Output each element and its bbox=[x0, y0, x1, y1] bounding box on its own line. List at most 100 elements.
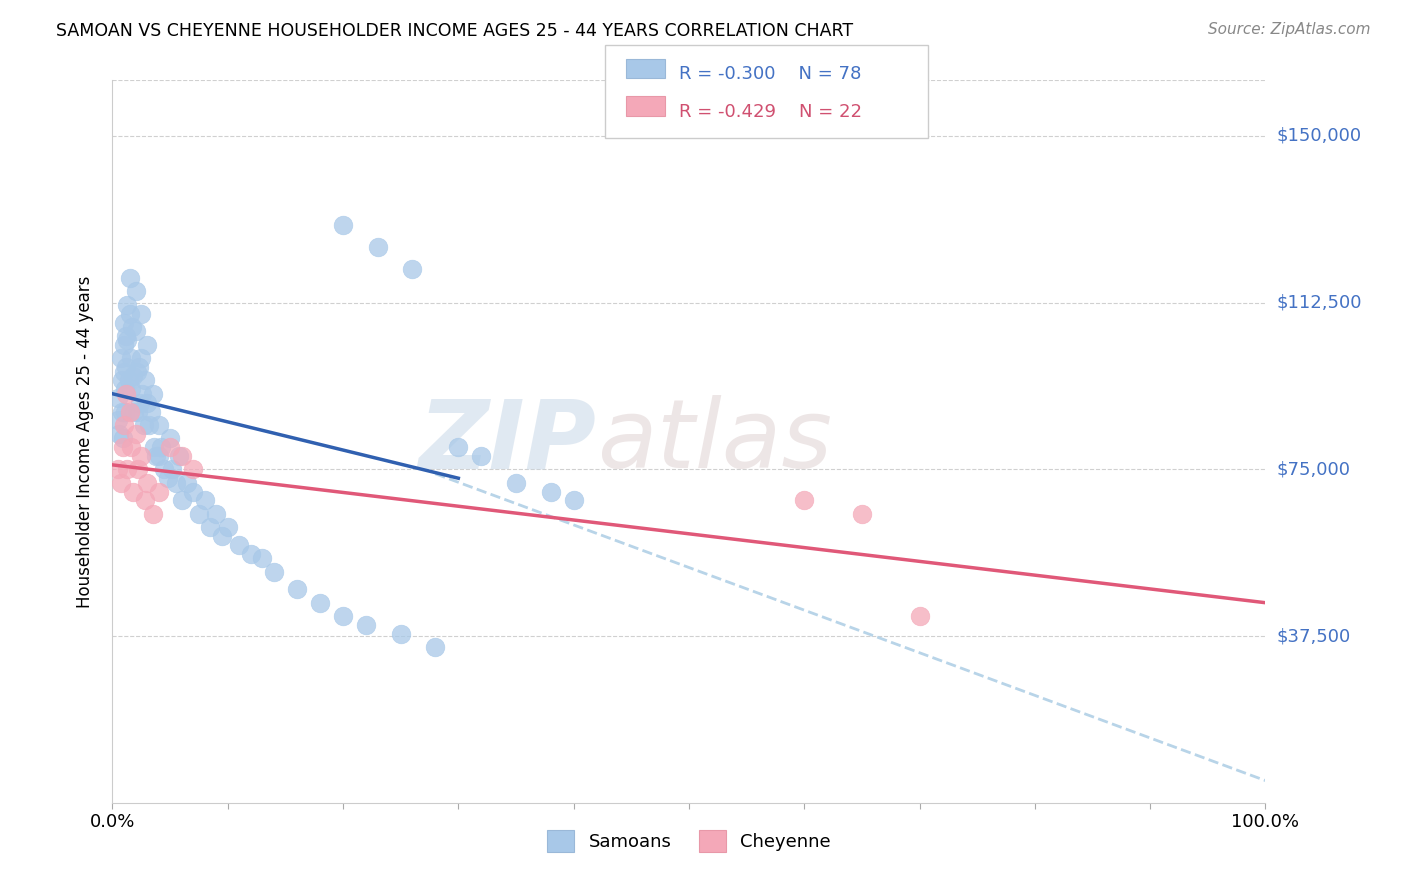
Point bbox=[162, 462, 184, 476]
Point bbox=[194, 493, 217, 508]
Point bbox=[505, 475, 527, 490]
Point bbox=[470, 449, 492, 463]
Text: SAMOAN VS CHEYENNE HOUSEHOLDER INCOME AGES 25 - 44 YEARS CORRELATION CHART: SAMOAN VS CHEYENNE HOUSEHOLDER INCOME AG… bbox=[56, 22, 853, 40]
Point bbox=[181, 462, 204, 476]
Point bbox=[118, 404, 141, 418]
Point bbox=[110, 475, 132, 490]
Point bbox=[332, 218, 354, 232]
Point bbox=[117, 334, 139, 348]
Point bbox=[108, 426, 131, 441]
Y-axis label: Householder Income Ages 25 - 44 years: Householder Income Ages 25 - 44 years bbox=[76, 276, 94, 607]
Text: R = -0.300    N = 78: R = -0.300 N = 78 bbox=[679, 65, 862, 83]
Point bbox=[111, 373, 134, 387]
Point bbox=[124, 426, 146, 441]
Point bbox=[143, 440, 166, 454]
Point bbox=[115, 329, 138, 343]
Text: $75,000: $75,000 bbox=[1277, 460, 1351, 478]
Point bbox=[107, 413, 129, 427]
Point bbox=[125, 364, 148, 378]
Point bbox=[562, 493, 585, 508]
Point bbox=[145, 449, 167, 463]
Point bbox=[122, 484, 145, 499]
Point bbox=[142, 386, 165, 401]
Point bbox=[332, 609, 354, 624]
Point bbox=[153, 462, 176, 476]
Point bbox=[117, 373, 139, 387]
Point bbox=[111, 440, 134, 454]
Point bbox=[112, 417, 135, 432]
Point bbox=[129, 307, 153, 321]
Point bbox=[120, 351, 142, 366]
Point bbox=[139, 404, 162, 418]
Point bbox=[156, 471, 179, 485]
Point bbox=[851, 507, 873, 521]
Point bbox=[117, 298, 139, 312]
Point bbox=[112, 364, 135, 378]
Point bbox=[124, 285, 146, 299]
Point bbox=[115, 360, 138, 375]
Point bbox=[142, 507, 165, 521]
Point bbox=[110, 351, 132, 366]
Point bbox=[138, 417, 160, 432]
Point bbox=[136, 475, 159, 490]
Point bbox=[170, 493, 193, 508]
Point bbox=[367, 240, 389, 254]
Point bbox=[120, 440, 142, 454]
Point bbox=[252, 551, 274, 566]
Point bbox=[131, 386, 153, 401]
Point bbox=[354, 618, 377, 632]
Point bbox=[149, 440, 172, 454]
Point bbox=[205, 507, 228, 521]
Point bbox=[169, 449, 191, 463]
Text: R = -0.429    N = 22: R = -0.429 N = 22 bbox=[679, 103, 862, 120]
Point bbox=[111, 431, 134, 445]
Point bbox=[263, 565, 285, 579]
Text: $37,500: $37,500 bbox=[1277, 627, 1351, 645]
Text: Source: ZipAtlas.com: Source: ZipAtlas.com bbox=[1208, 22, 1371, 37]
Point bbox=[176, 475, 198, 490]
Point bbox=[129, 351, 153, 366]
Point bbox=[309, 596, 332, 610]
Text: atlas: atlas bbox=[596, 395, 832, 488]
Point bbox=[121, 320, 143, 334]
Point bbox=[159, 440, 181, 454]
Point bbox=[118, 271, 141, 285]
Point bbox=[134, 373, 156, 387]
Point bbox=[285, 582, 308, 597]
Point bbox=[129, 449, 153, 463]
Point bbox=[211, 529, 233, 543]
Point bbox=[148, 449, 170, 463]
Point bbox=[136, 338, 159, 352]
Point bbox=[181, 484, 204, 499]
Point bbox=[148, 417, 170, 432]
Point bbox=[128, 360, 150, 375]
Point bbox=[124, 404, 146, 418]
Point bbox=[159, 431, 181, 445]
Point bbox=[200, 520, 222, 534]
Point bbox=[447, 440, 470, 454]
Text: $150,000: $150,000 bbox=[1277, 127, 1361, 145]
Point bbox=[107, 462, 129, 476]
Point bbox=[170, 449, 193, 463]
Point bbox=[228, 538, 250, 552]
Point bbox=[111, 404, 134, 418]
Point bbox=[117, 462, 139, 476]
Point bbox=[401, 262, 423, 277]
Point bbox=[124, 325, 146, 339]
Point bbox=[239, 547, 262, 561]
Point bbox=[793, 493, 815, 508]
Point bbox=[120, 382, 142, 396]
Point bbox=[112, 316, 135, 330]
Point bbox=[127, 404, 149, 418]
Point bbox=[114, 404, 136, 418]
Point bbox=[115, 386, 138, 401]
Point bbox=[908, 609, 931, 624]
Point bbox=[122, 368, 145, 383]
Point bbox=[389, 627, 412, 641]
Point bbox=[188, 507, 211, 521]
Text: ZIP: ZIP bbox=[419, 395, 596, 488]
Point bbox=[136, 395, 159, 409]
Point bbox=[118, 307, 141, 321]
Legend: Samoans, Cheyenne: Samoans, Cheyenne bbox=[540, 822, 838, 859]
Point bbox=[134, 493, 156, 508]
